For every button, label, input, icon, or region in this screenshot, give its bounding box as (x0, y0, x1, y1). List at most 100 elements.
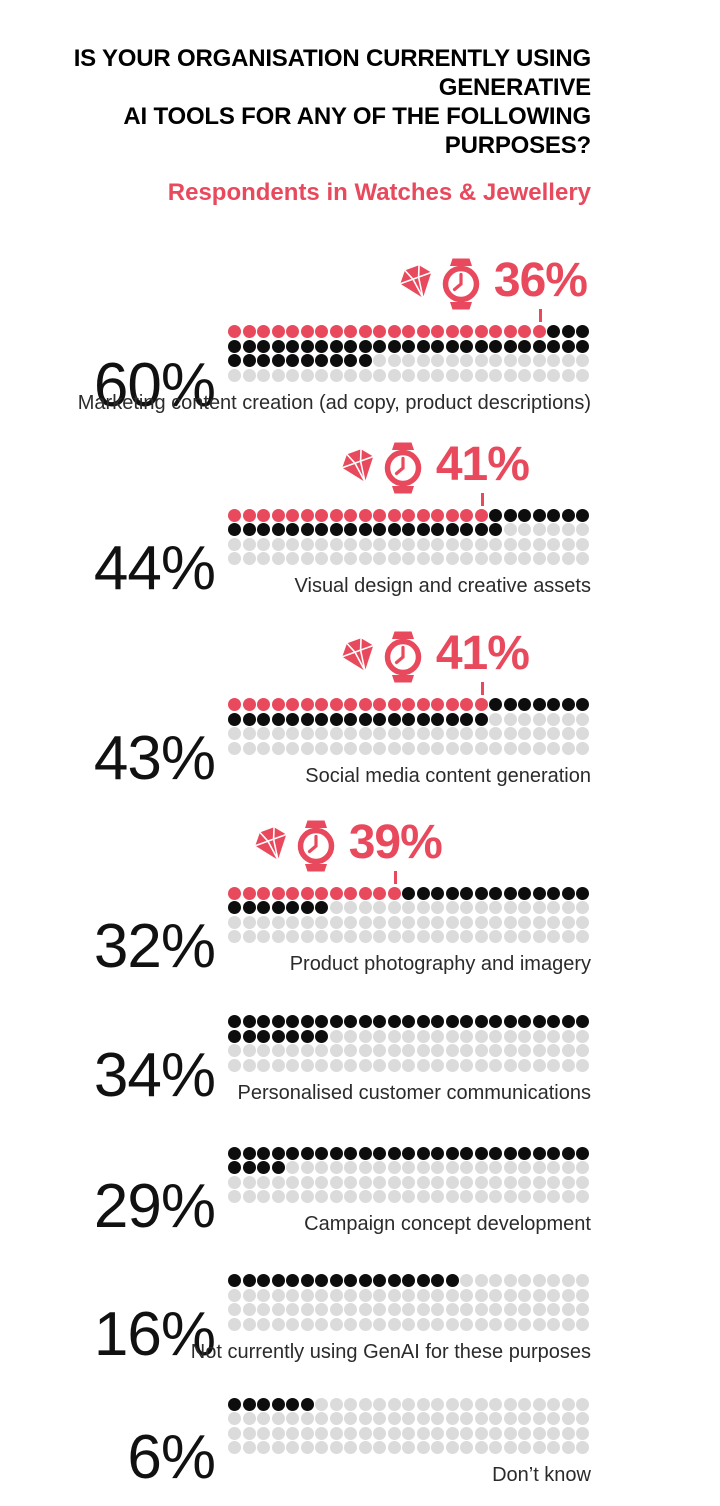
waffle-dot-gray (474, 915, 488, 929)
waffle-dot-gray (532, 727, 546, 740)
waffle-dot-red (286, 508, 300, 522)
waffle-dot-red (474, 508, 488, 522)
waffle-dot-gray (561, 1426, 575, 1440)
waffle-dot-black (532, 339, 546, 353)
waffle-dot-gray (373, 930, 387, 943)
waffle-dot-gray (286, 727, 300, 740)
waffle-dot-gray (460, 1058, 474, 1072)
waffle-dot-gray (532, 915, 546, 929)
waffle-dot-black (547, 339, 561, 353)
waffle-dot-gray (547, 1029, 561, 1043)
waffle-dot-gray (257, 1044, 271, 1057)
waffle-dot-gray (460, 1161, 474, 1174)
waffle-dot-gray (518, 1274, 532, 1287)
waffle-dot-black (271, 901, 285, 914)
waffle-dot-black (286, 523, 300, 536)
waffle-dot-gray (460, 1274, 474, 1287)
waffle-dot-gray (518, 915, 532, 929)
waffle-dot-gray (503, 1412, 517, 1425)
waffle-dot-red (460, 698, 474, 711)
waffle-dot-gray (431, 537, 445, 551)
waffle-dot-gray (576, 741, 590, 755)
waffle-dot-gray (445, 741, 459, 755)
waffle-dot-gray (300, 1175, 314, 1189)
waffle-dot-black (315, 901, 329, 914)
waffle-dot-black (503, 886, 517, 900)
waffle-dot-gray (460, 1397, 474, 1411)
category-block: 43% (0, 628, 591, 790)
waffle-dot-gray (561, 537, 575, 551)
waffle-dot-gray (503, 1161, 517, 1174)
waffle-dot-gray (489, 1029, 503, 1043)
waffle-dot-red (373, 886, 387, 900)
waffle-dot-gray (300, 741, 314, 755)
waffle-dot-gray (271, 552, 285, 565)
waffle-dot-black (576, 339, 590, 353)
waffle-dot-gray (257, 1426, 271, 1440)
waffle-grid (228, 325, 591, 382)
waffle-dot-red (300, 886, 314, 900)
waffle-dot-gray (358, 1441, 372, 1454)
waffle-dot-black (416, 1274, 430, 1287)
waffle-dot-black (402, 339, 416, 353)
waffle-dot-black (489, 886, 503, 900)
waffle-dot-black (242, 1029, 256, 1043)
waffle-grid (228, 508, 591, 565)
waffle-dot-gray (416, 354, 430, 367)
waffle-dot-gray (358, 1426, 372, 1440)
waffle-dot-gray (228, 1058, 241, 1072)
waffle-dot-gray (402, 1288, 416, 1302)
waffle-dot-gray (532, 1288, 546, 1302)
waffle-dot-gray (373, 727, 387, 740)
waffle-dot-black (344, 712, 358, 726)
waffle-dot-gray (344, 1175, 358, 1189)
waffle-dot-gray (518, 1317, 532, 1331)
waffle-dot-gray (257, 552, 271, 565)
waffle-dot-gray (445, 727, 459, 740)
diamond-and-watch-icon (336, 441, 424, 495)
waffle-area: 36% Marketing content creation (ad copy,… (78, 254, 591, 416)
waffle-dot-gray (329, 1029, 343, 1043)
waffle-dot-black (286, 354, 300, 367)
waffle-dot-black (315, 1274, 329, 1287)
waffle-dot-gray (474, 1274, 488, 1287)
waffle-dot-black (358, 523, 372, 536)
waffle-dot-gray (547, 1412, 561, 1425)
waffle-dot-gray (431, 741, 445, 755)
category-label: Visual design and creative assets (294, 575, 591, 597)
waffle-dot-gray (503, 1044, 517, 1057)
waffle-dot-black (286, 712, 300, 726)
waffle-dot-gray (329, 741, 343, 755)
waffle-dot-gray (300, 1426, 314, 1440)
waffle-dot-black (431, 1146, 445, 1160)
waffle-dot-red (315, 508, 329, 522)
category-label: Don’t know (492, 1464, 591, 1486)
waffle-dot-gray (445, 1161, 459, 1174)
waffle-dot-gray (315, 1317, 329, 1331)
waffle-dot-gray (532, 1274, 546, 1287)
waffle-dot-gray (547, 1274, 561, 1287)
waffle-dot-gray (503, 1317, 517, 1331)
waffle-dot-black (416, 712, 430, 726)
waffle-dot-black (416, 339, 430, 353)
waffle-dot-gray (460, 1190, 474, 1203)
waffle-dot-gray (329, 930, 343, 943)
waffle-dot-gray (532, 741, 546, 755)
waffle-dot-gray (228, 368, 241, 382)
waffle-dot-gray (576, 1441, 590, 1454)
waffle-dot-gray (518, 930, 532, 943)
waffle-dot-black (402, 1015, 416, 1028)
waffle-dot-gray (532, 1426, 546, 1440)
waffle-dot-gray (503, 915, 517, 929)
wj-percentage: 36% (493, 254, 588, 307)
category-label: Campaign concept development (304, 1213, 591, 1235)
waffle-dot-gray (460, 930, 474, 943)
waffle-dot-gray (329, 1288, 343, 1302)
waffle-dot-gray (561, 930, 575, 943)
waffle-dot-gray (547, 1441, 561, 1454)
waffle-dot-gray (315, 1044, 329, 1057)
waffle-dot-black (344, 1146, 358, 1160)
waffle-dot-gray (373, 1288, 387, 1302)
waffle-dot-red (286, 698, 300, 711)
waffle-dot-black (460, 712, 474, 726)
